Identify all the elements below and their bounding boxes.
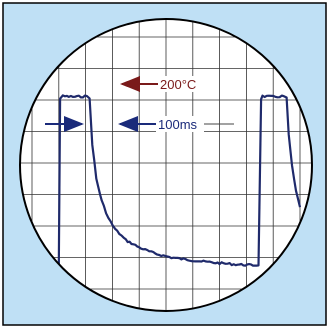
screen-rim (19, 18, 313, 312)
pulse-width-label: 100ms (158, 117, 198, 132)
signal-trace (32, 94, 302, 270)
temperature-label: 200°C (160, 77, 196, 92)
temperature-label-bg (158, 76, 208, 92)
pulse-width-label-bg (156, 116, 204, 132)
